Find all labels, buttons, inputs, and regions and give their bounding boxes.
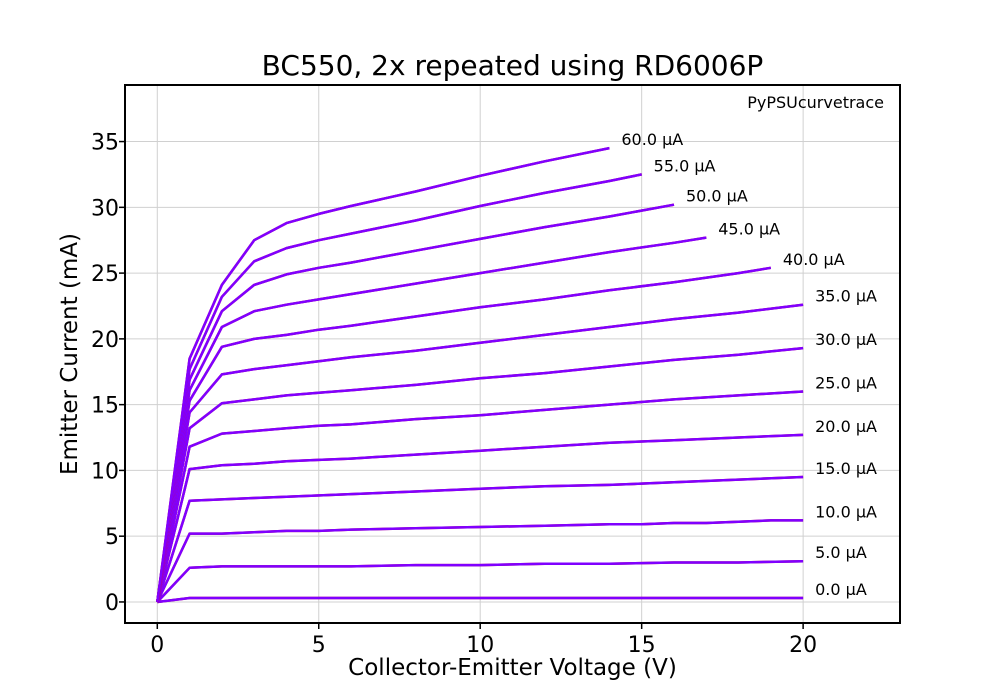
y-tick-label: 5 [105,525,119,550]
series-label: 25.0 µA [815,373,877,392]
series-label: 50.0 µA [686,187,748,206]
series-line-run2 [156,236,707,603]
series-line-run2 [156,303,804,603]
x-tick-label: 20 [789,633,817,658]
x-tick-label: 10 [466,633,494,658]
series-line-run2 [156,559,804,603]
series-line-run1 [156,173,642,603]
axis-ticks: 0 5 10 15 20 0 5 10 15 20 25 30 35 [91,131,817,658]
x-axis-label: Collector-Emitter Voltage (V) [348,655,677,681]
y-axis-label: Emitter Current (mA) [57,233,83,475]
series-line-run2 [156,266,772,603]
series-label: 35.0 µA [815,287,877,306]
series-label: 30.0 µA [815,330,877,349]
watermark-label: PyPSUcurvetrace [747,93,884,112]
x-tick-label: 0 [150,633,164,658]
series-line-run2 [156,475,804,603]
y-tick-label: 10 [91,459,119,484]
series-line-run2 [156,173,642,603]
series-line-run1 [156,236,707,603]
series-label: 45.0 µA [718,220,780,239]
series-labels: 0.0 µA 5.0 µA 10.0 µA 15.0 µA 20.0 µA 25.0 µA… [621,130,877,599]
series-line-run2 [156,519,804,603]
series-line-run2 [156,346,804,603]
series-label: 40.0 µA [783,250,845,269]
series-label: 55.0 µA [654,156,716,175]
y-tick-label: 30 [91,196,119,221]
series-label: 5.0 µA [815,543,867,562]
series-label: 60.0 µA [621,130,683,149]
series-label: 0.0 µA [815,580,867,599]
series-line-run2 [157,596,804,604]
series-line-run2 [156,390,804,603]
chart-title: BC550, 2x repeated using RD6006P [262,49,764,82]
series-line-run2 [156,203,675,603]
series-label: 15.0 µA [815,459,877,478]
y-tick-label: 25 [91,262,119,287]
series-line-run1 [156,203,675,603]
x-tick-label: 15 [628,633,656,658]
y-tick-label: 35 [91,131,119,156]
x-tick-label: 5 [312,633,326,658]
series-label: 10.0 µA [815,502,877,521]
y-tick-label: 15 [91,394,119,419]
y-tick-label: 0 [105,591,119,616]
plot-frame [124,84,901,624]
grid [125,85,900,623]
series-line-run2 [156,146,610,603]
y-tick-label: 20 [91,328,119,353]
series-label: 20.0 µA [815,417,877,436]
series-lines [156,146,804,604]
series-line-run2 [156,433,804,603]
